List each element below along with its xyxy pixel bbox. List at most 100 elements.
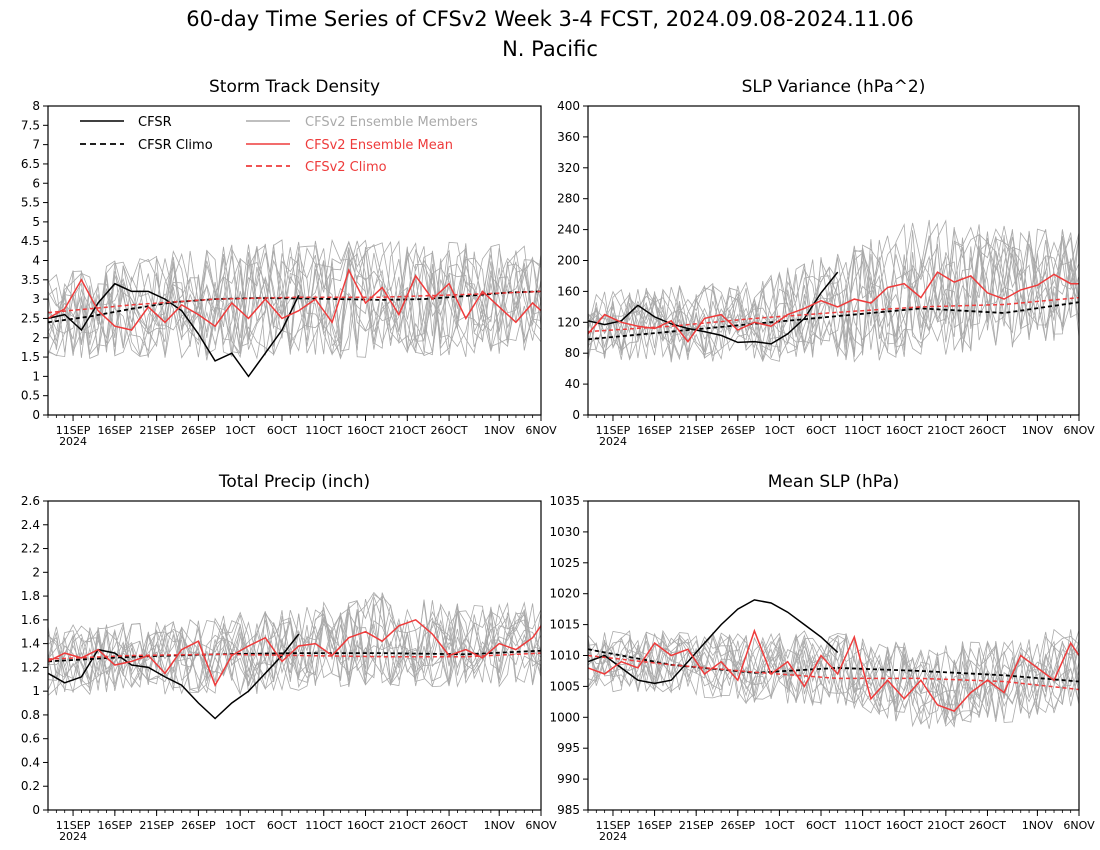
y-tick-label: 8 (32, 99, 40, 113)
plot-frame (47, 500, 542, 811)
x-tick-label: 26OCT (969, 819, 1006, 832)
x-tick-label: 11OCT (844, 819, 881, 832)
y-tick-label: 2 (32, 331, 40, 345)
x-tick-label: 11SEP (56, 424, 91, 437)
x-tick-label: 1OCT (225, 819, 255, 832)
ensemble-member-line (47, 595, 542, 692)
ensemble-member-line (587, 223, 1080, 360)
panel-title: Storm Track Density (209, 77, 380, 97)
y-tick-label: 40 (565, 377, 580, 391)
ensemble-member-line (47, 591, 542, 695)
ensemble-member-line (47, 246, 542, 358)
y-tick-label: 995 (557, 741, 580, 755)
legend-label-ensemble-mean: CFSv2 Ensemble Mean (305, 138, 453, 153)
y-tick-label: 0 (572, 408, 580, 422)
x-tick-label: 16OCT (886, 819, 923, 832)
legend-label-cfsr-climo: CFSR Climo (138, 138, 213, 153)
series-line-ensemble-mean (47, 268, 542, 331)
y-tick-label: 2.5 (21, 311, 40, 325)
panel-title: SLP Variance (hPa^2) (742, 77, 926, 97)
x-tick-label: 1OCT (764, 424, 794, 437)
y-tick-label: 1025 (549, 556, 580, 570)
x-tick-label: 1OCT (225, 424, 255, 437)
x-tick-label: 16OCT (347, 424, 384, 437)
x-tick-label: 11SEP (596, 424, 631, 437)
series-line-cfsr-climo (47, 290, 542, 324)
y-tick-label: 1015 (549, 618, 580, 632)
y-tick-label: 280 (557, 192, 580, 206)
x-tick-label: 1NOV (1022, 424, 1054, 437)
x-tick-label: 6OCT (806, 819, 836, 832)
ensemble-member-line (587, 230, 1080, 361)
series-line-cfsr (587, 599, 839, 685)
ensemble-member-line (47, 603, 542, 693)
x-tick-label: 26SEP (181, 424, 216, 437)
series-line-cfsr (47, 633, 300, 720)
y-tick-label: 0.8 (21, 708, 40, 722)
panel-storm-track-density: Storm Track Density 0 0.5 1 1.5 2 2.5 3 3.5 4 4.5 5… (21, 77, 557, 448)
ensemble-member-line (587, 628, 1080, 719)
y-tick-label: 320 (557, 161, 580, 175)
x-tick-label: 6NOV (525, 819, 557, 832)
x-tick-label: 6NOV (1063, 819, 1095, 832)
y-tick-label: 1020 (549, 587, 580, 601)
ensemble-member-line (47, 246, 542, 357)
legend-label-members: CFSv2 Ensemble Members (305, 115, 478, 130)
x-tick-label: 26SEP (721, 424, 756, 437)
x-tick-label: 16SEP (637, 819, 672, 832)
x-tick-label: 11OCT (844, 424, 881, 437)
y-tick-label: 1035 (549, 494, 580, 508)
y-tick-label: 2.2 (21, 542, 40, 556)
y-tick-label: 80 (565, 346, 580, 360)
ensemble-member-line (47, 241, 542, 358)
x-tick-label: 26OCT (431, 819, 468, 832)
x-tick-label: 21SEP (679, 424, 714, 437)
x-tick-label: 26OCT (431, 424, 468, 437)
x-tick-label: 6NOV (525, 424, 557, 437)
x-tick-label: 6OCT (806, 424, 836, 437)
panel-slp-variance: SLP Variance (hPa^2) 0 40 80 120 160 200 240 280… (557, 77, 1095, 448)
x-tick-label: 26SEP (181, 819, 216, 832)
y-tick-label: 5 (32, 215, 40, 229)
ensemble-member-line (587, 632, 1080, 721)
y-tick-label: 120 (557, 315, 580, 329)
y-tick-label: 6.5 (21, 157, 40, 171)
panel-total-precip: Total Precip (inch) 0 0.2 0.4 0.6 0.8 1 1.2 1.4 1… (21, 472, 557, 843)
y-tick-label: 360 (557, 130, 580, 144)
x-tick-label: 21OCT (927, 424, 964, 437)
y-tick-label: 1.5 (21, 350, 40, 364)
ensemble-members (47, 591, 542, 696)
ensemble-member-line (587, 231, 1080, 361)
y-tick-label: 5.5 (21, 196, 40, 210)
y-tick-label: 7 (32, 138, 40, 152)
x-year-label: 2024 (599, 830, 627, 843)
x-tick-label: 11OCT (305, 819, 342, 832)
y-tick-label: 7.5 (21, 118, 40, 132)
x-tick-label: 1OCT (764, 819, 794, 832)
x-year-label: 2024 (599, 435, 627, 448)
y-tick-label: 1010 (549, 649, 580, 663)
panel-title: Mean SLP (hPa) (768, 472, 900, 492)
ensemble-member-line (587, 629, 1080, 724)
ensemble-member-line (587, 233, 1080, 359)
x-tick-label: 21OCT (927, 819, 964, 832)
y-tick-label: 400 (557, 99, 580, 113)
ensemble-member-line (587, 232, 1080, 361)
y-tick-label: 0.6 (21, 732, 40, 746)
x-tick-label: 6OCT (267, 424, 297, 437)
panel-mean-slp: Mean SLP (hPa) 985 990 995 1000 1005 1010 1015 1… (549, 472, 1095, 843)
x-tick-label: 21OCT (389, 424, 426, 437)
x-tick-label: 1NOV (484, 424, 516, 437)
x-tick-label: 26OCT (969, 424, 1006, 437)
legend-label-cfsr: CFSR (138, 115, 172, 130)
y-tick-label: 3.5 (21, 273, 40, 287)
x-tick-label: 26SEP (721, 819, 756, 832)
x-tick-label: 16SEP (98, 819, 133, 832)
ensemble-member-line (47, 606, 542, 696)
y-tick-label: 0.2 (21, 779, 40, 793)
x-tick-label: 16SEP (98, 424, 133, 437)
series-line-cfsr-climo (587, 648, 1080, 683)
x-tick-label: 16OCT (886, 424, 923, 437)
y-tick-label: 0.5 (21, 389, 40, 403)
